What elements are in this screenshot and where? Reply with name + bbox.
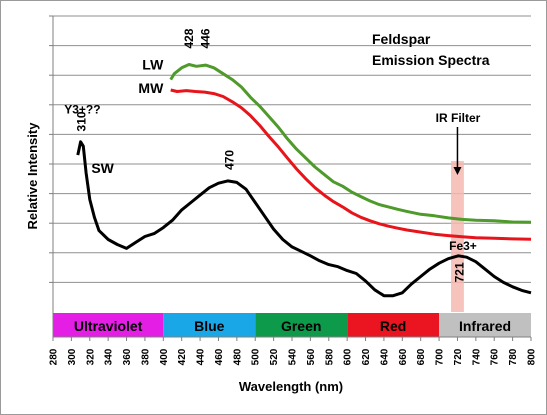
band-infrared [439, 313, 531, 337]
x-tick-label-640: 640 [379, 348, 390, 365]
annotations: LW MW SW 428 446 470 310 721 Y3+?? Fe3+ [64, 28, 477, 282]
band-ultraviolet [53, 313, 164, 337]
spectrum-bands: Ultraviolet Blue Green Red Infrared [53, 313, 531, 337]
band-label-infrared: Infrared [459, 318, 511, 334]
x-tick-label-320: 320 [85, 348, 96, 365]
x-tick-label-420: 420 [177, 348, 188, 365]
x-tick-label-540: 540 [288, 348, 299, 365]
chart-title-line-1: Feldspar [372, 31, 431, 47]
band-blue [163, 313, 256, 337]
x-tick-label-460: 460 [214, 348, 225, 365]
x-axis-label: Wavelength (nm) [239, 379, 343, 394]
peak-label-310: 310 [74, 111, 88, 131]
x-tick-label-440: 440 [196, 348, 207, 365]
band-red [347, 313, 440, 337]
chart-title-line-2: Emission Spectra [372, 52, 490, 68]
x-tick-label-360: 360 [122, 348, 133, 365]
x-tick-label-660: 660 [398, 348, 409, 365]
series-label-mw: MW [138, 80, 164, 96]
series-line-sw [76, 140, 532, 298]
x-tick-label-780: 780 [508, 348, 519, 365]
axes: 280 300 320 340 360 380 400 420 440 460 480 500 520 5… [49, 15, 538, 365]
x-tick-label-560: 560 [306, 348, 317, 365]
x-tick-label-480: 480 [232, 348, 243, 365]
ir-filter-arrowhead [453, 167, 462, 175]
x-tick-label-800: 800 [527, 348, 538, 365]
series-line-mw [170, 88, 532, 241]
peak-label-446: 446 [199, 28, 213, 48]
series-label-sw: SW [91, 160, 114, 176]
ir-filter-label: IR Filter [436, 111, 481, 125]
band-label-blue: Blue [194, 318, 225, 334]
peak-label-470: 470 [222, 150, 236, 170]
band-label-ultraviolet: Ultraviolet [74, 318, 143, 334]
band-label-green: Green [281, 318, 321, 334]
band-green [255, 313, 348, 337]
x-tick-label-620: 620 [361, 348, 372, 365]
x-tick-label-280: 280 [49, 348, 60, 365]
x-tick-label-720: 720 [453, 348, 464, 365]
series-label-lw: LW [142, 56, 164, 72]
peak-label-fe3: Fe3+ [449, 239, 477, 253]
x-tick-label-340: 340 [104, 348, 115, 365]
band-label-red: Red [380, 318, 406, 334]
x-tick-label-600: 600 [343, 348, 354, 365]
peak-label-428: 428 [182, 28, 196, 48]
x-tick-label-400: 400 [159, 348, 170, 365]
x-tick-label-300: 300 [67, 348, 78, 365]
x-tick-label-680: 680 [416, 348, 427, 365]
x-tick-label-580: 580 [324, 348, 335, 365]
series-line-lw [169, 63, 532, 224]
x-tick-label-740: 740 [471, 348, 482, 365]
peak-label-y3: Y3+?? [64, 103, 100, 117]
x-tick-label-380: 380 [140, 348, 151, 365]
x-tick-label-500: 500 [251, 348, 262, 365]
x-tick-label-700: 700 [435, 348, 446, 365]
peak-label-721: 721 [452, 262, 466, 282]
y-axis-label: Relative Intensity [25, 122, 40, 230]
x-tick-label-760: 760 [490, 348, 501, 365]
x-tick-label-520: 520 [269, 348, 280, 365]
series-lines [76, 63, 532, 298]
